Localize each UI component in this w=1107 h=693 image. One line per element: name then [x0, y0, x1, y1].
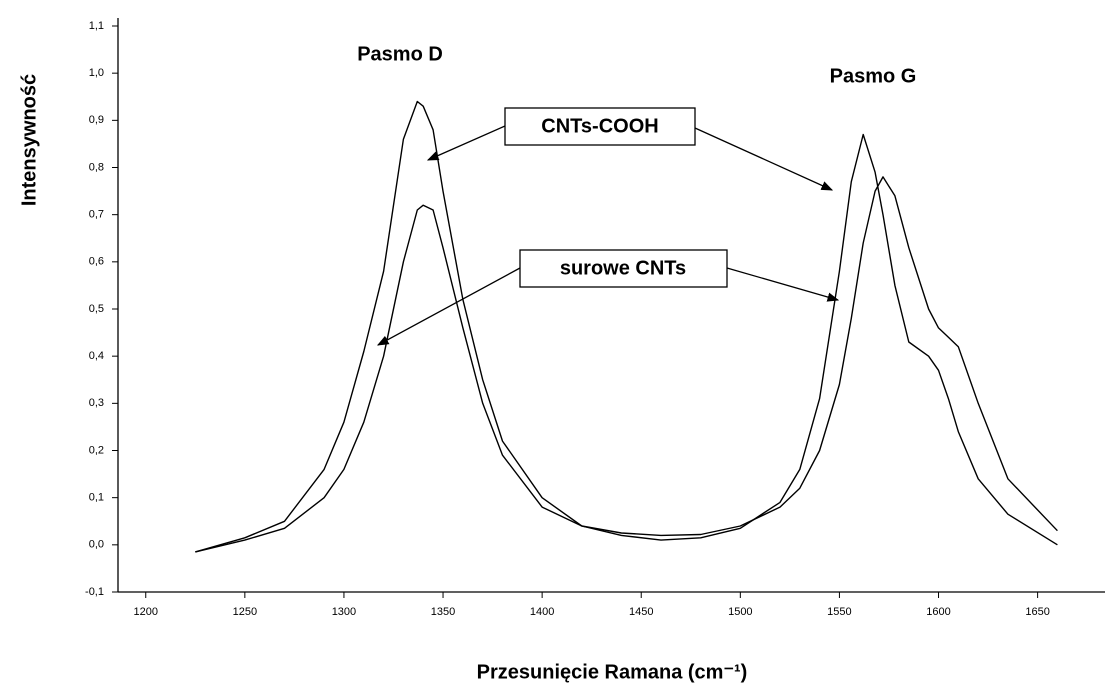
annotation: Pasmo D [357, 43, 443, 65]
y-tick-label: 0,3 [89, 397, 104, 409]
x-tick-label: 1350 [431, 606, 455, 618]
y-axis-label: Intensywność [18, 74, 40, 206]
x-tick-label: 1400 [530, 606, 554, 618]
x-tick-label: 1300 [332, 606, 356, 618]
x-tick-label: 1500 [728, 606, 752, 618]
x-tick-label: 1250 [233, 606, 257, 618]
label-box [519, 249, 728, 288]
x-tick-label: 1650 [1025, 606, 1049, 618]
x-tick-label: 1600 [926, 606, 950, 618]
x-tick-label: 1450 [629, 606, 653, 618]
y-tick-label: 0,6 [89, 256, 104, 268]
series-label: surowe CNTs [560, 257, 686, 279]
y-tick-label: 0,5 [89, 303, 104, 315]
arrow [726, 267, 840, 302]
y-tick-label: 0,0 [89, 539, 104, 551]
arrow [694, 127, 834, 191]
y-tick-label: 0,4 [89, 350, 104, 362]
y-tick-label: 1,0 [89, 67, 104, 79]
x-tick-label: 1200 [134, 606, 158, 618]
y-tick-label: 0,2 [89, 444, 104, 456]
x-axis-label: Przesunięcie Ramana (cm⁻¹) [477, 661, 748, 683]
arrow [426, 125, 506, 161]
y-tick-label: 0,8 [89, 161, 104, 173]
x-tick-label: 1550 [827, 606, 851, 618]
line [195, 176, 1058, 553]
line [195, 100, 1058, 553]
y-tick-label: 0,9 [89, 114, 104, 126]
y-tick-label: -0,1 [85, 586, 104, 598]
y-tick-label: 1,1 [89, 20, 104, 32]
arrow [376, 267, 521, 346]
y-tick-label: 0,1 [89, 492, 104, 504]
y-tick-label: 0,7 [89, 209, 104, 221]
annotation: Pasmo G [830, 65, 917, 87]
series-label: CNTs-COOH [541, 115, 658, 137]
